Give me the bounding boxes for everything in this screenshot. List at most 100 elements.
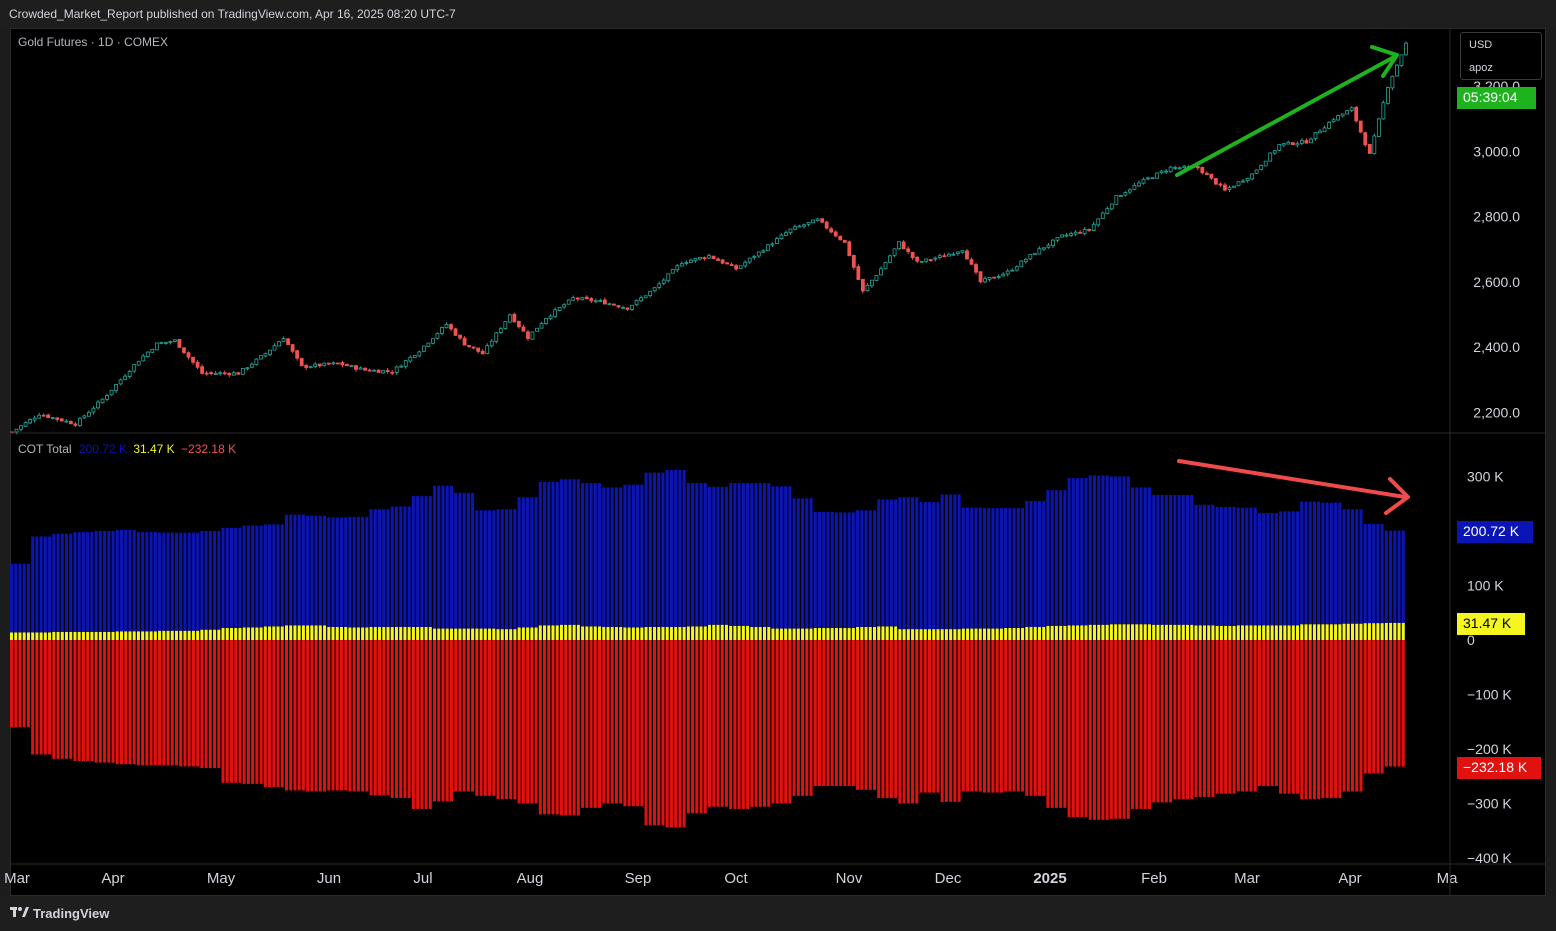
cot-red-value: −232.18 K [181,442,237,456]
cot-red-bar [843,640,847,787]
time-tick-label: May [207,870,236,887]
candle-body [621,307,625,309]
candle-body [761,250,766,253]
candle-body [173,339,177,342]
price-tick-label: 2,400.0 [1473,339,1520,355]
cot-red-bar [521,640,525,804]
cot-red-bar [572,640,576,816]
cot-blue-bar [1029,501,1033,627]
candle-body [1150,177,1155,180]
cot-yellow-bar [263,626,267,640]
cot-blue-bar [471,492,475,629]
candle-body [607,303,612,306]
candle-body [50,417,55,419]
cot-red-bar [1152,640,1156,803]
cot-blue-bar [1219,507,1223,626]
cot-yellow-bar [441,628,445,640]
cot-yellow-bar [1224,625,1228,640]
cot-blue-bar [906,497,910,630]
cot-yellow-bar [1131,624,1135,640]
candle-body [584,296,589,300]
cot-blue-bar [1135,487,1139,625]
cot-red-bar [530,640,534,804]
cot-red-bar [754,640,758,807]
candle-body [141,355,146,362]
cot-red-bar [77,640,81,761]
candle-body [145,351,150,357]
candle-body [1309,138,1313,144]
cot-red-bar [1033,640,1037,796]
candle-body [951,253,956,256]
cot-yellow-bar [737,625,741,640]
cot-yellow-bar [927,629,932,640]
cot-yellow-bar [792,628,796,640]
cot-blue-bar [183,532,187,631]
cot-red-bar [145,640,149,766]
candle-body [96,401,100,409]
candle-body [987,277,992,280]
cot-yellow-bar [1219,625,1223,640]
cot-yellow-bar [1279,625,1283,640]
cot-red-bar [877,640,881,799]
candle-body [1060,234,1064,238]
cot-red-bar [289,640,293,791]
cot-yellow-bar [1291,625,1295,640]
cot-blue-bar [483,510,487,629]
candle-body [996,276,1001,278]
cot-blue-bar [1296,511,1300,626]
cot-red-bar [1279,640,1283,794]
cot-red-bar [1253,640,1257,792]
cot-blue-bar [526,497,530,628]
cot-blue-bar [39,536,43,633]
cot-yellow-bar [475,628,479,640]
cot-blue-bar [978,507,982,629]
cot-red-bar [81,640,85,761]
cot-blue-bar [1054,490,1058,626]
cot-red-bar [1080,640,1084,818]
price-tick-label: 2,200.0 [1473,404,1520,420]
cot-blue-bar [35,536,39,633]
cot-red-bar [665,640,669,828]
candle-body [259,355,263,360]
candle-body [833,231,838,237]
candle-body [1177,167,1182,170]
currency-box[interactable]: USD apoz [1460,32,1542,80]
cot-blue-bar [1211,504,1215,626]
candle-body [648,290,653,296]
cot-red-bar [183,640,187,767]
cot-yellow-bar [708,624,712,640]
cot-blue-bar [1190,495,1194,625]
cot-blue-bar [809,498,813,629]
cot-red-bar [445,640,449,802]
candle-body [1001,273,1006,277]
cot-blue-bar [1012,508,1016,629]
cot-blue-bar [43,536,47,633]
cot-blue-bar [839,512,843,629]
cot-yellow-bar [399,626,403,640]
cot-yellow-bar [73,631,77,640]
cot-blue-bar [103,531,107,632]
cot-yellow-bar [1351,623,1355,640]
cot-blue-bar [708,486,712,625]
candle-body [1304,140,1309,144]
cot-red-bar [1270,640,1274,787]
cot-yellow-bar [1194,625,1198,640]
cot-blue-bar [589,483,593,627]
cot-blue-bar [1334,502,1338,625]
cot-yellow-bar [1249,625,1253,640]
candle-body [965,250,969,260]
cot-yellow-bar [488,628,492,640]
candle-body [150,348,155,353]
cot-yellow-bar [1241,625,1245,640]
cot-yellow-bar [306,625,310,640]
cot-blue-bar [1338,502,1342,625]
cot-blue-bar [1389,530,1393,623]
cot-red-bar [458,640,462,792]
cot-red-bar [1202,640,1206,797]
cot-red-bar [966,640,970,792]
candle-body [580,297,585,301]
cot-yellow-bar [229,628,234,640]
candle-body [358,367,363,370]
cot-yellow-bar [762,626,767,640]
